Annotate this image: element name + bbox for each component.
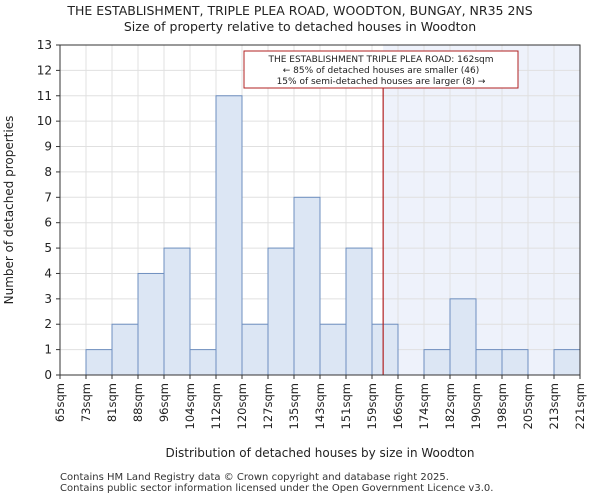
x-tick-label: 88sqm [131, 383, 145, 422]
x-tick-label: 182sqm [443, 383, 457, 429]
y-tick-label: 13 [37, 38, 52, 52]
y-tick-label: 8 [44, 165, 52, 179]
footer: Contains HM Land Registry data © Crown c… [60, 472, 493, 494]
y-tick-label: 11 [37, 89, 52, 103]
x-axis-label: Distribution of detached houses by size … [165, 446, 474, 460]
y-tick-label: 6 [44, 216, 52, 230]
histogram-bar [189, 349, 217, 376]
x-tick-label: 96sqm [157, 383, 171, 422]
x-tick-label: 198sqm [495, 383, 509, 429]
x-tick-label: 174sqm [417, 383, 431, 429]
footer-line-1: Contains HM Land Registry data © Crown c… [60, 472, 449, 483]
x-tick-label: 112sqm [209, 383, 223, 429]
histogram-bar [163, 247, 191, 376]
y-tick-label: 9 [44, 140, 52, 154]
histogram-bar [293, 196, 321, 376]
y-tick-label: 2 [44, 317, 52, 331]
y-tick-label: 4 [44, 266, 52, 280]
y-tick-label: 7 [44, 190, 52, 204]
histogram-bar [371, 323, 399, 376]
annotation-line-1: THE ESTABLISHMENT TRIPLE PLEA ROAD: 162s… [267, 55, 493, 65]
histogram-bar [423, 349, 451, 376]
x-tick-label: 143sqm [313, 383, 327, 429]
highlight-region [383, 45, 580, 375]
y-tick-label: 1 [44, 343, 52, 357]
annotation-line-2: ← 85% of detached houses are smaller (46… [283, 66, 480, 76]
footer-line-2: Contains public sector information licen… [60, 483, 494, 494]
histogram-bar [449, 298, 477, 376]
page-title: THE ESTABLISHMENT, TRIPLE PLEA ROAD, WOO… [67, 3, 533, 18]
y-tick-label: 10 [37, 114, 52, 128]
y-axis-label: Number of detached properties [2, 116, 16, 305]
histogram-bar [111, 323, 139, 376]
histogram-bar [85, 349, 113, 376]
x-tick-label: 120sqm [235, 383, 249, 429]
x-tick-label: 159sqm [365, 383, 379, 429]
page-subtitle: Size of property relative to detached ho… [123, 19, 477, 34]
histogram-bar [241, 323, 269, 376]
histogram-bar [137, 272, 165, 376]
x-tick-label: 151sqm [339, 383, 353, 429]
annotation-line-3: 15% of semi-detached houses are larger (… [277, 77, 486, 87]
x-tick-label: 221sqm [573, 383, 587, 429]
histogram-bar [345, 247, 373, 376]
histogram-bar [215, 95, 243, 376]
x-tick-label: 135sqm [287, 383, 301, 429]
x-tick-label: 65sqm [53, 383, 67, 422]
x-tick-label: 190sqm [469, 383, 483, 429]
x-tick-label: 127sqm [261, 383, 275, 429]
y-tick-label: 0 [44, 368, 52, 382]
x-tick-label: 205sqm [521, 383, 535, 429]
histogram-bar [501, 349, 529, 376]
histogram-bar [267, 247, 295, 376]
x-tick-label: 73sqm [79, 383, 93, 422]
histogram-bar [319, 323, 347, 376]
histogram-bar [475, 349, 503, 376]
x-tick-label: 166sqm [391, 383, 405, 429]
annotation-box: THE ESTABLISHMENT TRIPLE PLEA ROAD: 162s… [243, 50, 519, 89]
x-tick-label: 81sqm [105, 383, 119, 422]
x-tick-label: 104sqm [183, 383, 197, 429]
y-tick-label: 5 [44, 241, 52, 255]
y-tick-label: 3 [44, 292, 52, 306]
y-tick-label: 12 [37, 63, 52, 77]
x-tick-label: 213sqm [547, 383, 561, 429]
histogram-bar [553, 349, 581, 376]
